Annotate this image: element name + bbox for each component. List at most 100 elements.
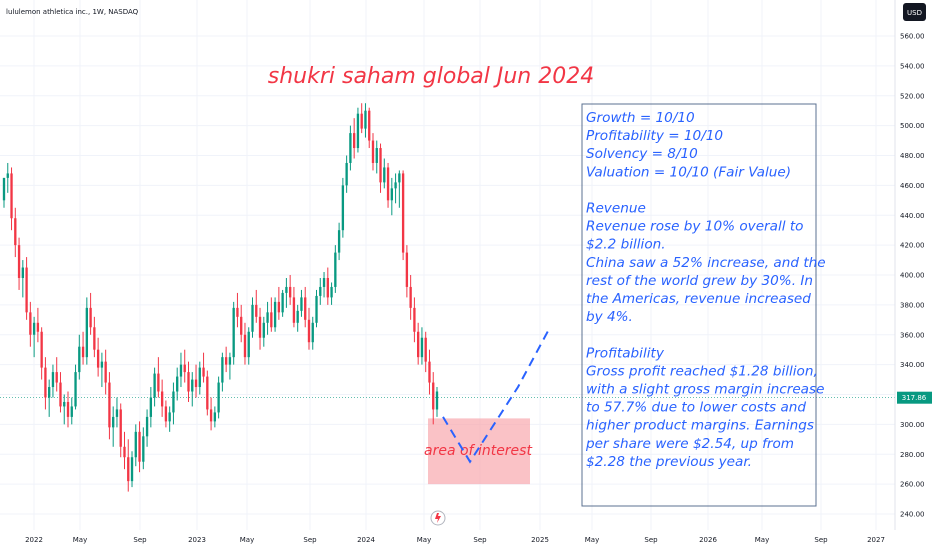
candle (307, 307, 311, 350)
candle (59, 372, 62, 413)
candle (228, 352, 232, 380)
candle (428, 349, 431, 395)
candle (232, 301, 235, 365)
candle (383, 158, 386, 189)
candle (311, 316, 314, 350)
candle (273, 297, 277, 332)
note-line: Profitability (586, 345, 665, 361)
candle (149, 387, 153, 428)
candle (89, 292, 92, 335)
time-tick-label: Sep (814, 536, 828, 544)
candle (296, 304, 299, 332)
note-line: Profitability = 10/10 (586, 128, 723, 144)
price-tick-label: 260.00 (900, 481, 925, 489)
candle (258, 307, 262, 350)
candle (179, 352, 183, 388)
time-tick-label: May (73, 536, 87, 544)
candle (130, 451, 134, 488)
time-tick-label: May (755, 536, 769, 544)
candle (115, 397, 119, 428)
candle (206, 370, 209, 416)
price-tick-label: 380.00 (900, 301, 925, 309)
price-tick-label: 400.00 (900, 272, 925, 280)
candle (191, 372, 194, 407)
candle (25, 257, 28, 320)
candle (341, 177, 345, 238)
candle (409, 275, 412, 320)
candle (368, 107, 371, 149)
candle (112, 406, 115, 447)
candle (326, 267, 329, 305)
price-tick-label: 360.00 (900, 331, 925, 339)
time-tick-label: 2024 (357, 536, 375, 544)
candle (390, 177, 393, 216)
candle (330, 282, 333, 305)
note-line: rest of the world grew by 30%. In (586, 273, 813, 289)
currency-label: USD (907, 9, 922, 17)
time-tick-label: Sep (473, 536, 487, 544)
candle (145, 409, 149, 447)
note-line: Revenue rose by 10% overall to (586, 219, 804, 235)
candle (285, 277, 288, 308)
price-tick-label: 520.00 (900, 92, 925, 100)
area-of-interest: area of interest (424, 418, 532, 485)
candle (21, 260, 24, 298)
currency-tag[interactable]: USD (903, 3, 926, 21)
candle (51, 364, 55, 398)
candle (375, 140, 378, 174)
price-tick-label: 300.00 (900, 421, 925, 429)
candle (413, 297, 416, 343)
tradingview-logo[interactable] (430, 510, 446, 526)
time-tick-label: 2023 (188, 536, 206, 544)
candle (142, 427, 145, 470)
candle (44, 357, 47, 410)
candle (104, 349, 107, 395)
price-tick-label: 460.00 (900, 182, 925, 190)
candle (160, 379, 164, 417)
price-tick-label: 240.00 (900, 511, 925, 519)
price-tick-label: 440.00 (900, 212, 925, 220)
time-tick-label: 2026 (699, 536, 717, 544)
candle (123, 431, 126, 470)
price-tick-label: 500.00 (900, 122, 925, 130)
note-line: to 57.7% due to lower costs and (586, 400, 806, 416)
candle (70, 397, 73, 425)
projection-path (442, 326, 551, 464)
candle (360, 103, 363, 134)
candle (255, 289, 258, 323)
candle (134, 424, 137, 467)
candle (168, 406, 171, 432)
candle (435, 387, 439, 417)
candle (48, 379, 51, 417)
candle (10, 167, 13, 231)
note-line: $2.28 the previous year. (586, 454, 752, 470)
note-line: per share were $2.54, up from (585, 436, 794, 452)
candle (379, 143, 382, 193)
area-of-interest-label: area of interest (424, 443, 532, 459)
candle (164, 400, 168, 428)
candle (66, 391, 70, 428)
candle (100, 352, 104, 388)
price-tick-label: 560.00 (900, 33, 925, 41)
time-tick-label: May (585, 536, 599, 544)
candle (29, 301, 32, 347)
current-price-label: 317.86 (902, 394, 927, 402)
note-line: by 4%. (586, 309, 633, 325)
candle (352, 118, 356, 159)
candle (127, 439, 130, 492)
candle (96, 337, 100, 377)
price-axis[interactable]: 560.00 540.00 520.00 500.00 480.00 460.00 440.… (900, 33, 925, 519)
candle (240, 304, 243, 343)
candle (74, 364, 77, 410)
time-tick-label: Sep (303, 536, 317, 544)
price-tick-label: 540.00 (900, 62, 925, 70)
time-axis[interactable]: 2022 May Sep 2023 May Sep 2024 May Sep 2025 May Sep… (25, 536, 885, 544)
chart-title-annotation: shukri saham global Jun 2024 (268, 64, 594, 89)
candle (247, 327, 250, 365)
candle (345, 155, 348, 193)
note-line: with a slight gross margin increase (586, 382, 824, 398)
candle (6, 162, 9, 193)
candle (243, 322, 247, 365)
